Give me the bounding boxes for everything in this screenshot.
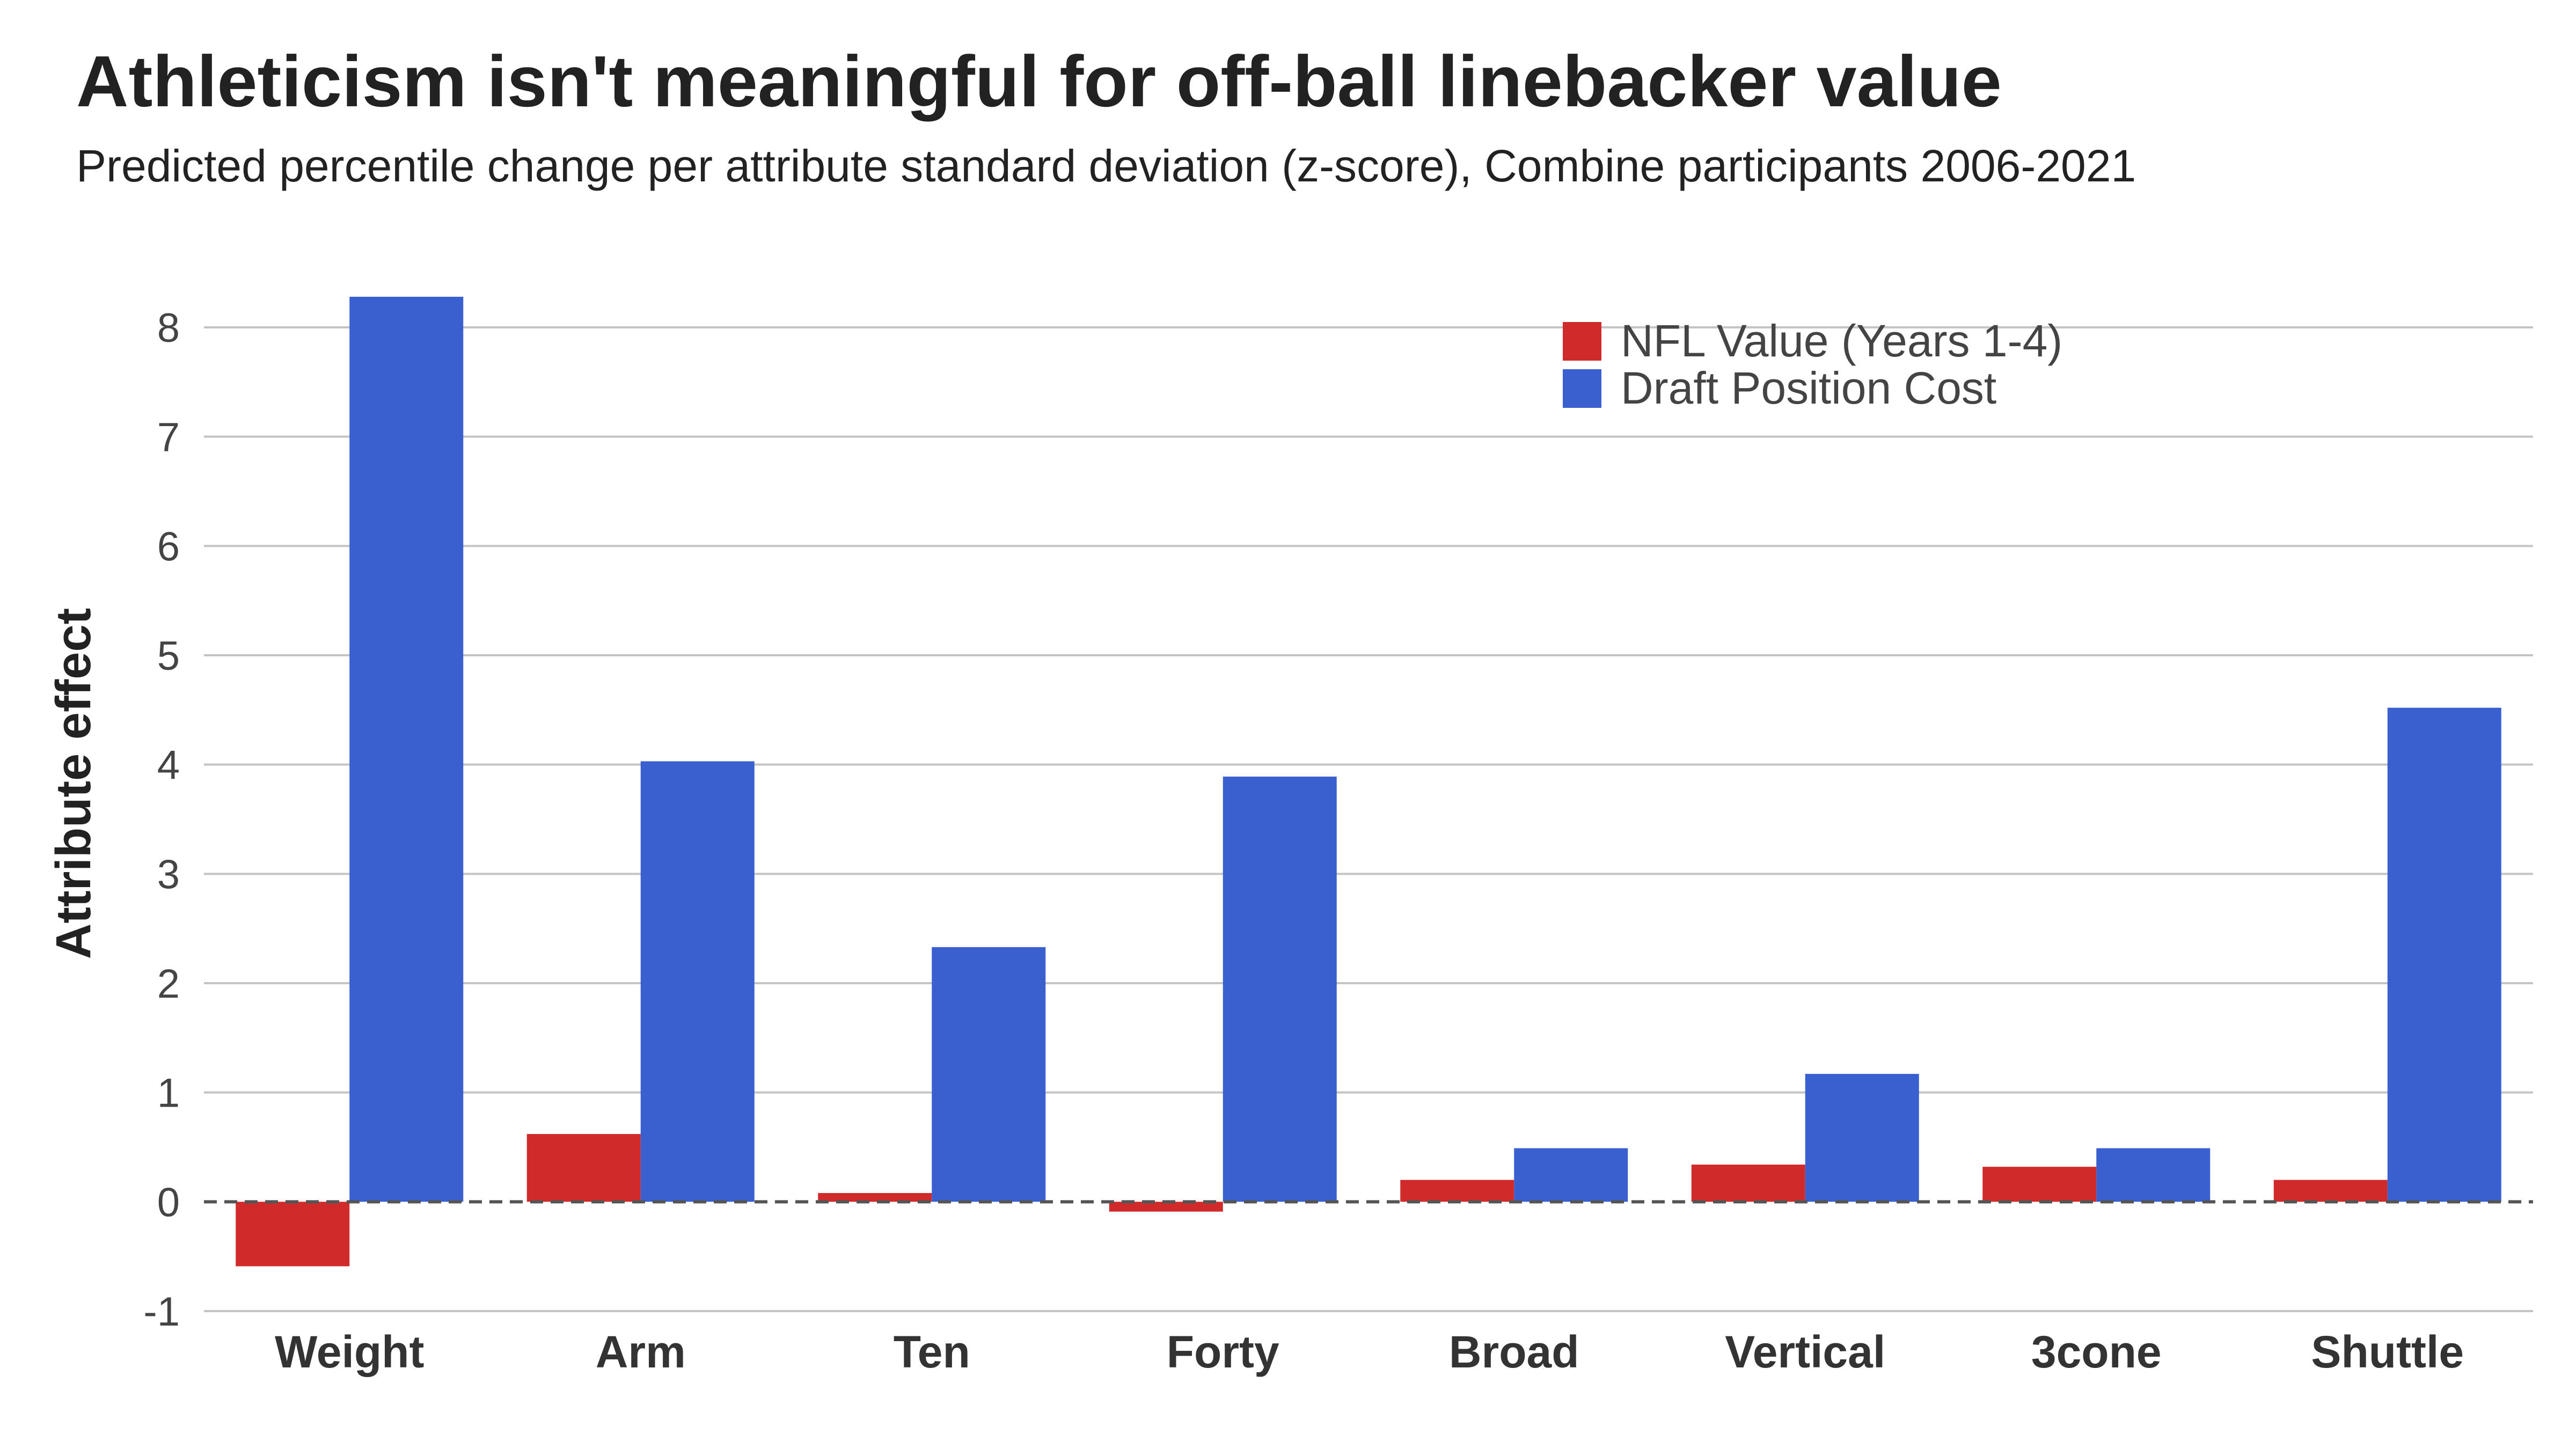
y-axis-ticks: -1 0 1 2 3 4 5 6 7 8 (143, 305, 180, 1335)
y-tick-label: 4 (157, 743, 180, 788)
bar-nfl-value-arm (526, 1134, 641, 1202)
bar-nfl-value-ten (818, 1193, 932, 1202)
x-tick-label-weight: Weight (275, 1327, 424, 1377)
y-tick-label: -1 (143, 1289, 180, 1335)
legend-swatch-nfl-value (1563, 322, 1601, 361)
grid-layer (204, 326, 2533, 1312)
legend-swatch-draft-cost (1563, 369, 1601, 408)
bars (236, 296, 2501, 1267)
x-axis-ticks: Weight Arm Ten Forty Broad Vertical 3cone Shutt… (275, 1327, 2464, 1377)
y-tick-label: 5 (157, 633, 180, 679)
x-tick-label-forty: Forty (1167, 1327, 1279, 1377)
bar-nfl-value-shuttle (2273, 1180, 2388, 1202)
bar-nfl-value-3cone (1982, 1167, 2097, 1202)
chart-title: Athleticism isn't meaningful for off-bal… (76, 41, 2002, 122)
y-tick-label: 0 (157, 1180, 180, 1225)
legend-label-nfl-value: NFL Value (Years 1-4) (1621, 316, 2062, 366)
bar-draft-cost-forty (1223, 777, 1337, 1202)
y-tick-label: 7 (157, 415, 180, 460)
bar-nfl-value-vertical (1691, 1165, 1805, 1202)
y-tick-label: 2 (157, 961, 180, 1007)
x-tick-label-vertical: Vertical (1725, 1327, 1885, 1377)
bar-draft-cost-shuttle (2387, 707, 2501, 1202)
y-tick-label: 8 (157, 305, 180, 351)
y-tick-label: 6 (157, 524, 180, 569)
x-tick-label-broad: Broad (1449, 1327, 1579, 1377)
x-tick-label-shuttle: Shuttle (2311, 1327, 2464, 1377)
legend: NFL Value (Years 1-4)Draft Position Cost (1563, 316, 2062, 413)
x-tick-label-arm: Arm (596, 1327, 686, 1377)
x-tick-label-3cone: 3cone (2031, 1327, 2162, 1377)
y-tick-label: 3 (157, 852, 180, 897)
bar-nfl-value-broad (1400, 1180, 1514, 1202)
y-axis-label: Attribute effect (46, 608, 101, 959)
y-tick-label: 1 (157, 1071, 180, 1116)
bar-nfl-value-weight (236, 1202, 350, 1267)
bar-draft-cost-vertical (1805, 1074, 1919, 1202)
bar-draft-cost-3cone (2096, 1148, 2211, 1202)
x-tick-label-ten: Ten (894, 1327, 970, 1377)
legend-label-draft-cost: Draft Position Cost (1621, 363, 1996, 413)
bar-draft-cost-ten (932, 947, 1046, 1202)
chart-subtitle: Predicted percentile change per attribut… (76, 141, 2136, 191)
bar-draft-cost-weight (349, 296, 464, 1202)
bar-draft-cost-broad (1514, 1148, 1628, 1202)
bar-nfl-value-forty (1109, 1202, 1223, 1212)
bar-draft-cost-arm (640, 761, 755, 1202)
